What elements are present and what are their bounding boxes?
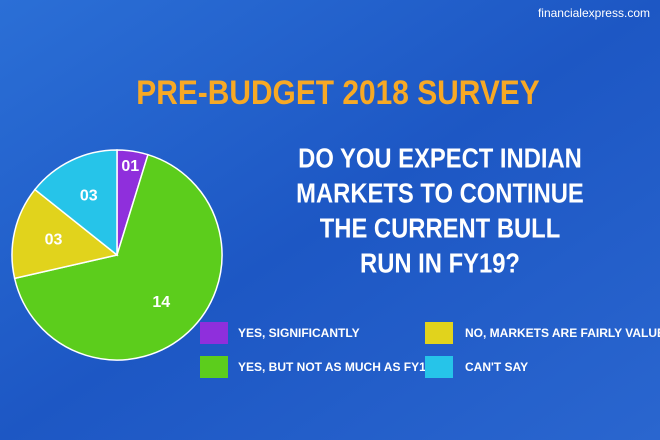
legend-label: YES, BUT NOT AS MUCH AS FY18 bbox=[238, 360, 433, 374]
legend-label: YES, SIGNIFICANTLY bbox=[238, 326, 360, 340]
legend-swatch bbox=[425, 356, 453, 378]
legend-swatch bbox=[425, 322, 453, 344]
legend-swatch bbox=[200, 322, 228, 344]
chart-title: PRE-BUDGET 2018 SURVEY bbox=[136, 73, 539, 111]
data-label: 03 bbox=[45, 232, 63, 249]
legend-swatch bbox=[200, 356, 228, 378]
source: financialexpress.com bbox=[538, 6, 650, 20]
question-line: RUN IN FY19? bbox=[360, 247, 520, 279]
legend-label: NO, MARKETS ARE FAIRLY VALUED bbox=[465, 326, 660, 340]
pie-slice bbox=[13, 153, 223, 361]
legend-label: CAN'T SAY bbox=[465, 360, 528, 374]
question-line: MARKETS TO CONTINUE bbox=[296, 177, 584, 209]
data-label: 14 bbox=[152, 294, 170, 311]
data-label: 03 bbox=[80, 188, 98, 205]
pie-slice bbox=[33, 149, 118, 257]
pie-slice bbox=[11, 188, 119, 280]
question-line: DO YOU EXPECT INDIAN bbox=[298, 142, 582, 174]
question-line: THE CURRENT BULL bbox=[320, 212, 561, 244]
data-label: 01 bbox=[121, 158, 139, 175]
